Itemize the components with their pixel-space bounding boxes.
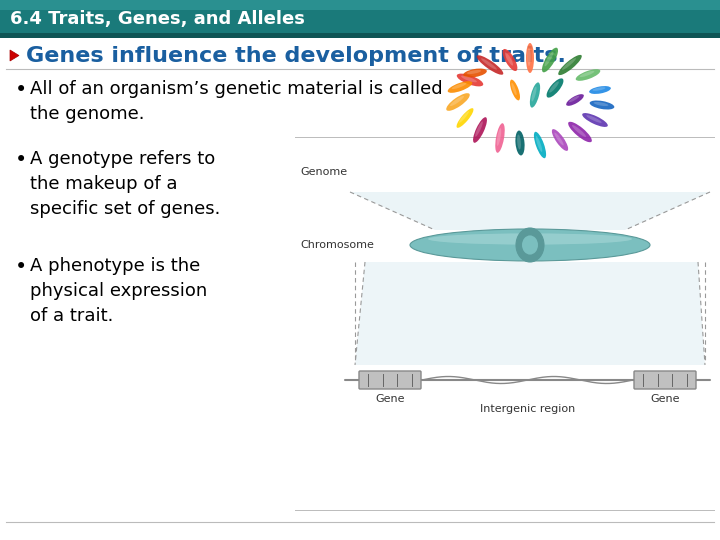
Ellipse shape (410, 229, 650, 261)
Ellipse shape (527, 48, 531, 66)
Ellipse shape (576, 69, 600, 81)
Ellipse shape (456, 108, 474, 128)
Ellipse shape (552, 129, 568, 151)
Text: Gene: Gene (650, 394, 680, 404)
Ellipse shape (497, 128, 501, 146)
Ellipse shape (572, 125, 586, 137)
Text: Genes influence the development of traits.: Genes influence the development of trait… (26, 46, 566, 66)
Ellipse shape (456, 73, 483, 86)
Ellipse shape (549, 82, 559, 93)
Text: Genome: Genome (300, 167, 347, 177)
Ellipse shape (450, 96, 464, 106)
FancyBboxPatch shape (359, 371, 421, 389)
Text: All of an organism’s genetic material is called
the genome.: All of an organism’s genetic material is… (30, 80, 443, 123)
Text: •: • (15, 80, 27, 100)
Ellipse shape (463, 69, 487, 77)
Ellipse shape (558, 55, 582, 75)
Ellipse shape (467, 70, 481, 74)
Ellipse shape (562, 58, 576, 70)
Ellipse shape (510, 79, 520, 100)
Ellipse shape (593, 87, 606, 91)
Ellipse shape (530, 83, 540, 107)
Ellipse shape (568, 122, 592, 142)
Ellipse shape (428, 233, 632, 245)
Ellipse shape (590, 100, 614, 110)
Text: •: • (15, 150, 27, 170)
Text: 6.4 Traits, Genes, and Alleles: 6.4 Traits, Genes, and Alleles (10, 10, 305, 28)
Ellipse shape (461, 76, 477, 82)
Ellipse shape (475, 122, 483, 137)
Text: Gene: Gene (375, 394, 405, 404)
Ellipse shape (531, 86, 536, 102)
Text: •: • (15, 257, 27, 277)
Ellipse shape (542, 48, 558, 72)
Ellipse shape (544, 52, 554, 66)
Text: Intergenic region: Intergenic region (480, 404, 575, 414)
Ellipse shape (516, 131, 525, 156)
Ellipse shape (554, 132, 564, 145)
Ellipse shape (546, 78, 564, 98)
Ellipse shape (477, 55, 503, 75)
FancyBboxPatch shape (634, 371, 696, 389)
Ellipse shape (517, 134, 521, 150)
Ellipse shape (593, 102, 608, 106)
Polygon shape (10, 50, 19, 61)
Ellipse shape (451, 83, 467, 89)
Ellipse shape (495, 123, 505, 153)
Ellipse shape (582, 113, 608, 127)
Text: Chromosome: Chromosome (300, 240, 374, 250)
Ellipse shape (569, 96, 580, 102)
Ellipse shape (566, 94, 584, 106)
Ellipse shape (459, 111, 469, 123)
Ellipse shape (503, 49, 518, 71)
FancyBboxPatch shape (0, 33, 720, 38)
Ellipse shape (536, 136, 542, 152)
Ellipse shape (505, 52, 513, 65)
Ellipse shape (580, 71, 594, 77)
Text: A genotype refers to
the makeup of a
specific set of genes.: A genotype refers to the makeup of a spe… (30, 150, 220, 218)
Ellipse shape (534, 132, 546, 158)
FancyBboxPatch shape (0, 38, 720, 540)
Text: A phenotype is the
physical expression
of a trait.: A phenotype is the physical expression o… (30, 257, 207, 325)
Ellipse shape (511, 83, 517, 95)
Ellipse shape (446, 93, 469, 111)
FancyBboxPatch shape (0, 0, 720, 38)
Ellipse shape (448, 81, 472, 93)
Ellipse shape (481, 58, 497, 70)
Ellipse shape (473, 117, 487, 143)
Ellipse shape (586, 115, 602, 123)
Ellipse shape (589, 86, 611, 94)
Polygon shape (355, 262, 705, 365)
Ellipse shape (522, 235, 538, 254)
Ellipse shape (526, 43, 534, 73)
Ellipse shape (516, 228, 544, 262)
Polygon shape (350, 192, 710, 230)
FancyBboxPatch shape (0, 0, 720, 10)
